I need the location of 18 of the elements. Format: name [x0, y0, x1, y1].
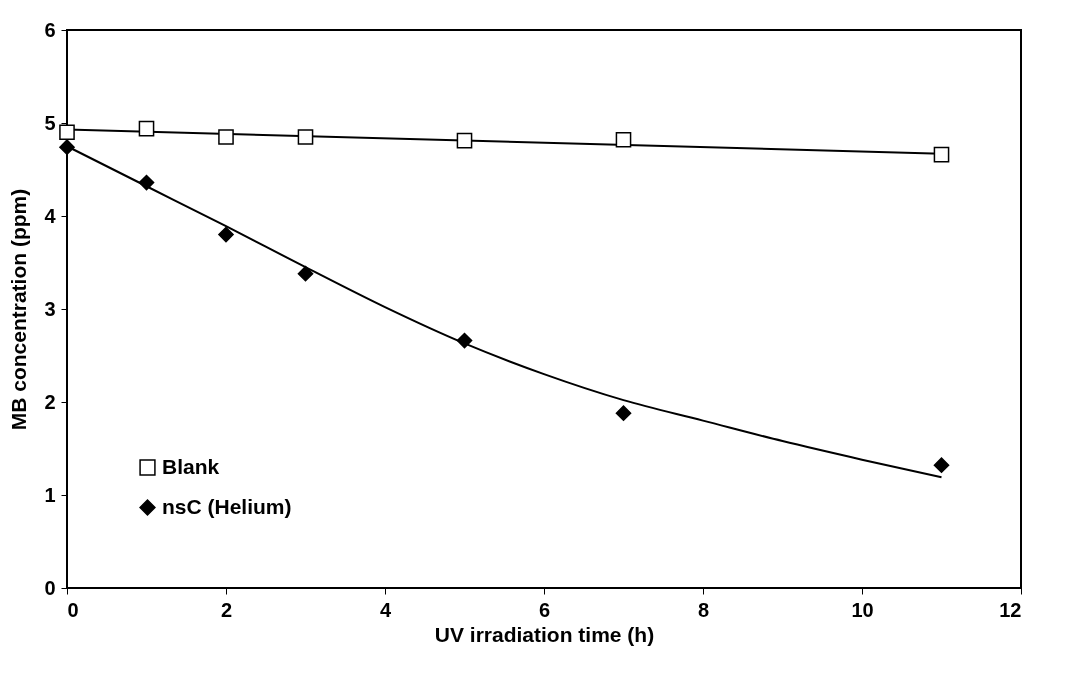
y-tick-label: 4	[44, 204, 57, 227]
x-tick-label: 0	[67, 598, 79, 621]
x-tick-label: 4	[379, 598, 392, 621]
legend-label: Blank	[162, 454, 220, 478]
y-axis-title: MB concentration (ppm)	[7, 188, 31, 431]
y-tick-label: 5	[44, 111, 56, 134]
x-tick-label: 10	[851, 598, 874, 621]
x-axis-title: UV irradiation time (h)	[434, 622, 655, 646]
y-tick-label: 0	[44, 576, 56, 599]
x-tick-label: 6	[538, 598, 551, 621]
legend-label: nsC (Helium)	[162, 494, 292, 518]
x-tick-label: 12	[999, 598, 1022, 621]
y-tick-label: 3	[44, 297, 56, 320]
y-tick-label: 2	[44, 390, 56, 413]
y-tick-label: 6	[44, 18, 56, 41]
y-tick-label: 1	[44, 483, 56, 506]
x-tick-label: 8	[697, 598, 710, 621]
x-tick-label: 2	[220, 598, 233, 621]
